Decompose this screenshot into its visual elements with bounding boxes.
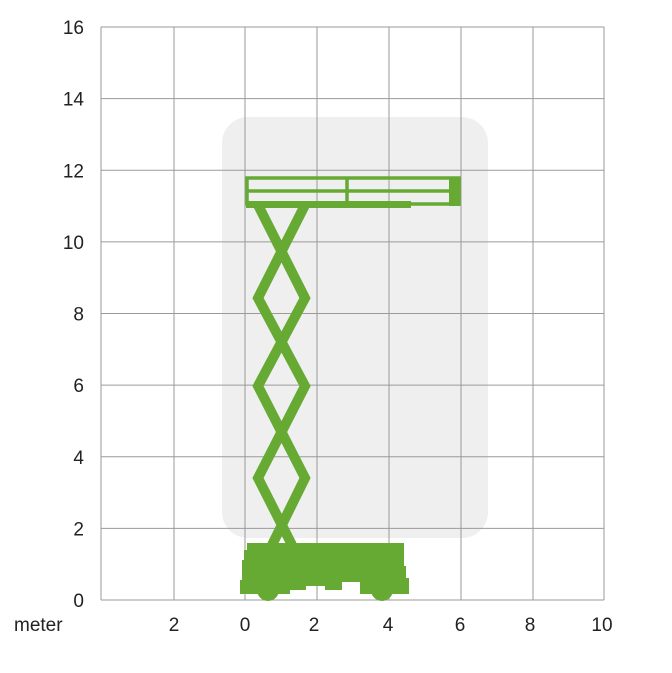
scissor-lift-icon (240, 176, 461, 601)
x-tick-label: 8 (525, 615, 536, 636)
y-tick-label: 12 (63, 161, 84, 182)
x-tick-label: 6 (455, 615, 466, 636)
y-tick-label: 6 (73, 376, 84, 397)
x-axis-labels: 2 0 2 4 6 8 10 (169, 615, 613, 636)
grid (100, 26, 605, 601)
y-tick-label: 0 (73, 591, 84, 612)
y-tick-label: 16 (63, 18, 84, 39)
y-tick-label: 14 (63, 90, 85, 111)
x-tick-label: 10 (591, 615, 612, 636)
working-envelope (222, 117, 488, 538)
y-tick-label: 2 (73, 519, 84, 540)
x-tick-label: 4 (383, 615, 394, 636)
x-tick-label: 0 (240, 615, 251, 636)
x-tick-label: 2 (309, 615, 320, 636)
y-tick-label: 4 (73, 448, 84, 469)
front-wheel (257, 579, 279, 601)
y-tick-label: 10 (63, 233, 84, 254)
y-tick-label: 8 (73, 305, 84, 326)
scissor-arms (252, 202, 311, 548)
rear-wheel (371, 579, 393, 601)
chassis (240, 543, 409, 594)
x-tick-label: 2 (169, 615, 180, 636)
y-axis-labels: 0 2 4 6 8 10 12 14 16 (63, 18, 85, 612)
x-unit-label: meter (14, 615, 63, 636)
